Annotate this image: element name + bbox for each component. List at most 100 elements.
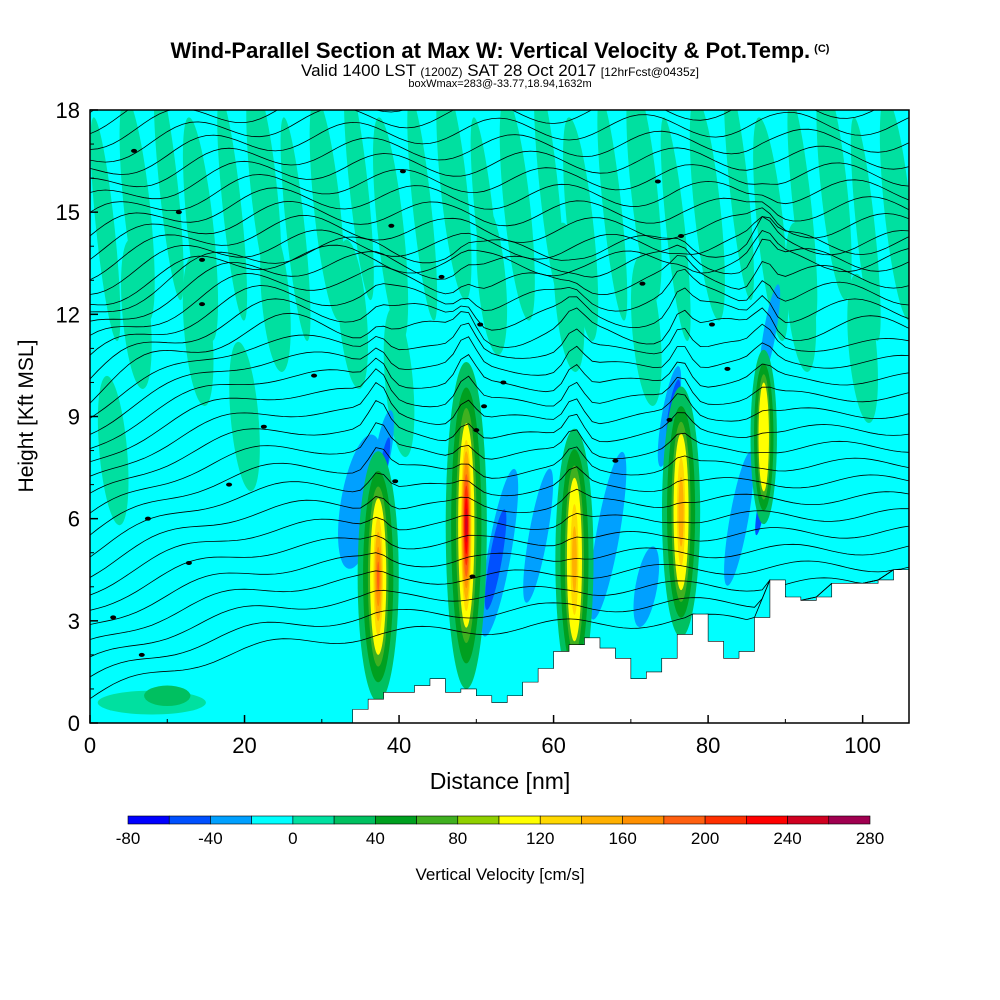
colorbar-tick-label: 0 [288,829,297,848]
contour-label [311,373,318,378]
contour-label [144,516,151,521]
colorbar-swatch [622,815,665,825]
y-tick-label: 18 [56,98,80,123]
updraft-cell [476,205,508,355]
downdraft-cell [724,451,754,586]
updraft-cell [217,110,248,321]
updraft-cell [436,110,472,301]
contour-label [654,179,661,184]
downdraft-cell [523,468,554,603]
colorbar-swatch [127,815,170,825]
updraft-cell [499,110,535,321]
colorbar-swatch [663,815,706,825]
colorbar-tick-label: 200 [691,829,719,848]
colorbar-swatch [498,815,541,825]
downdraft-cell [484,509,507,610]
updraft-cell [879,110,909,321]
colorbar-tick-label: 280 [856,829,884,848]
contour-label [226,482,233,487]
updraft-cell [229,341,260,492]
colorbar-swatch [704,815,747,825]
colorbar-swatch [457,815,500,825]
contour-label-layer [110,148,731,657]
contour-label [388,223,395,228]
copyright-mark: (C) [814,43,830,55]
updraft-cell [572,526,577,593]
updraft-cell [758,382,769,492]
chart-title: Wind-Parallel Section at Max W: Vertical… [170,38,830,63]
box-wmax-info: boxWmax=283@-33.77,18.94,1632m [408,78,592,90]
isentrope-line [90,162,909,213]
isentrope-line [90,322,909,419]
y-tick-label: 15 [56,200,80,225]
colorbar-tick-label: 160 [608,829,636,848]
velocity-fill-layer [90,110,909,715]
updraft-cell [847,273,878,424]
isentrope-line [90,307,909,404]
y-axis-label: Height [Kft MSL] [15,340,38,493]
isentrope-line [90,216,909,313]
colorbar-swatch [333,815,376,825]
contour-label [199,257,206,262]
contour-label [612,458,619,463]
updraft-cell [465,508,468,543]
contour-label [392,479,399,484]
contour-label [260,424,267,429]
colorbar-swatch [251,815,294,825]
isentrope-line [90,110,95,113]
isentrope-line [90,179,909,237]
contour-label [477,322,484,327]
isentrope-line [90,238,909,322]
updraft-cell [407,110,438,321]
isentrope-line [90,255,909,336]
isentrope-line [90,196,909,260]
isentrope-line [90,128,909,188]
colorbar-tick-label: 240 [773,829,801,848]
contour-label [199,302,206,307]
valid-prefix: Valid 1400 LST [301,61,416,80]
updraft-cell [182,256,214,407]
isentrope-line [90,216,909,295]
updraft-cell [660,117,691,341]
updraft-cell [144,685,191,706]
isentrope-line [90,488,909,578]
colorbar: -80 -40 0 40 80 120 160 200 240 280 [116,815,884,848]
colorbar-tick-label: 40 [366,829,385,848]
updraft-cell [260,222,291,372]
updraft-cell [630,256,662,407]
x-tick-label: 100 [844,733,881,758]
contour-label [500,380,507,385]
colorbar-label: Vertical Velocity [cm/s] [415,865,584,884]
updraft-cell [153,110,184,301]
valid-date: SAT 28 Oct 2017 [467,61,597,80]
updraft-cell [563,117,599,341]
updraft-cell [121,239,152,389]
colorbar-tick-label: 80 [448,829,467,848]
x-axis-label: Distance [nm] [430,768,571,794]
isentrope-line [90,466,909,558]
colorbar-swatch [416,815,459,825]
updraft-cell [182,117,219,341]
updraft-cell [753,117,789,341]
updraft-cell [280,117,311,341]
isentrope-line [90,354,909,449]
x-tick-label: 20 [232,733,256,758]
contour-label [481,404,488,409]
isentrope-line [90,110,876,163]
axes-layer: 0 20 40 60 80 100 0 3 6 9 12 15 18 [56,98,881,758]
updraft-cell [678,477,684,547]
isentrope-line [90,287,909,380]
updraft-cell [337,239,369,389]
colorbar-swatch [375,815,417,825]
y-tick-label: 9 [68,405,80,430]
y-tick-label: 12 [56,302,80,327]
contour-label [724,366,731,371]
colorbar-swatch [828,815,871,825]
updraft-cell [343,110,374,301]
colorbar-swatch [210,815,252,825]
y-tick-label: 0 [68,711,80,736]
isentrope-line [90,336,909,435]
contour-label [469,574,476,579]
updraft-cell [119,110,155,321]
isentrope-line [90,446,909,536]
